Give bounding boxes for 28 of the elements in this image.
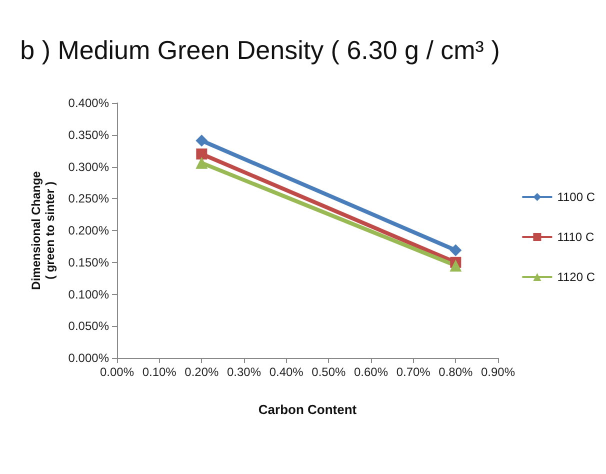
x-tick-label: 0.30% [226,365,262,379]
chart-title: b ) Medium Green Density ( 6.30 g / cm³ ) [20,35,500,65]
y-tick-label: 0.300% [68,160,110,174]
y-tick-label: 0.400% [68,96,110,110]
legend-label: 1110 C [557,230,594,244]
y-tick-label: 0.150% [68,255,110,270]
x-tick-label: 0.00% [100,365,134,379]
y-tick-label: 0.000% [68,351,110,365]
y-tick-label: 0.250% [68,192,110,206]
x-tick-label: 0.20% [184,365,220,379]
y-tick-label: 0.050% [68,319,110,334]
legend-label: 1120 C [557,270,596,284]
x-tick-label: 0.90% [480,365,516,379]
x-tick-label: 0.70% [396,365,431,379]
x-tick-label: 0.60% [354,365,388,379]
x-tick-label: 0.40% [269,365,304,379]
point [196,134,208,147]
legend-label: 1100 C [557,190,596,204]
point [450,244,462,256]
x-tick-label: 0.80% [438,365,474,379]
x-tick-label: 0.50% [312,365,346,379]
x-tick-label: 0.10% [142,365,177,379]
y-tick-label: 0.200% [68,224,110,238]
y-axis-title: Dimensional Change ( green to sinter ) [29,170,57,290]
y-tick-label: 0.100% [68,287,110,302]
x-axis-title: Carbon Content [258,402,358,417]
point [196,148,208,160]
y-tick-label: 0.350% [68,128,110,142]
